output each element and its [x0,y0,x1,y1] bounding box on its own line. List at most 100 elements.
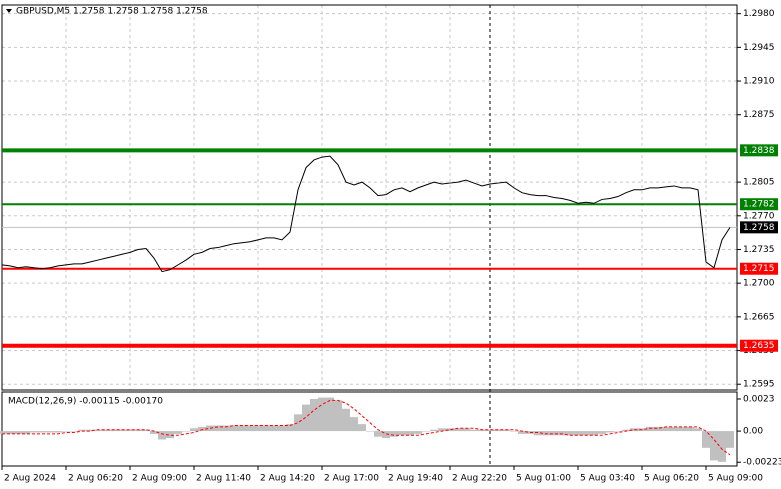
macd-bar [238,425,246,432]
x-tick-label: 5 Aug 09:00 [708,474,763,484]
last-price-box [740,221,778,234]
macd-bar [166,431,174,439]
macd-bar [662,426,670,432]
macd-bar [542,431,550,436]
macd-bar [254,425,262,432]
macd-bar [358,424,366,432]
macd-bar [278,425,286,432]
x-tick-label: 2 Aug 06:20 [68,474,123,484]
macd-bar [318,397,326,432]
level-label: 1.2782 [743,200,775,210]
macd-bar [326,397,334,432]
macd-bar [606,431,614,433]
macd-bar [54,431,62,433]
macd-bar [382,431,390,439]
macd-bar [22,431,30,434]
macd-bar [190,428,198,432]
macd-bar [14,431,22,434]
macd-bar [174,431,182,434]
macd-bar [158,431,166,440]
macd-bar [614,431,622,432]
y-tick-label: -0.00223 [743,458,781,468]
y-tick-label: 0.00 [743,427,763,437]
macd-bar [646,426,654,432]
x-tick-label: 2 Aug 14:20 [260,474,315,484]
macd-bar [574,431,582,436]
macd-bar [270,425,278,432]
last-price-label: 1.2758 [743,223,775,233]
macd-bar [446,428,454,432]
y-tick-label: 1.2805 [743,178,775,188]
macd-bar [62,431,70,432]
macd-bar [678,426,686,432]
macd-bar [406,431,414,436]
x-tick-label: 2 Aug 22:20 [452,474,507,484]
level-label-box [740,262,778,275]
macd-bar [206,425,214,432]
macd-bar [86,429,94,432]
macd-bar [142,429,150,432]
macd-bar [214,425,222,432]
macd-bar [46,431,54,433]
macd-bar [470,429,478,432]
macd-bar [558,431,566,436]
macd-bar [198,426,206,432]
macd-title: MACD(12,26,9) -0.00115 -0.00170 [8,397,163,407]
macd-bar [654,426,662,432]
price-panel [1,4,738,391]
macd-bar [118,429,126,432]
macd-bar [582,431,590,436]
macd-bar [526,431,534,434]
macd-bar [686,426,694,432]
macd-bar [630,428,638,432]
macd-bar [70,431,78,432]
macd-bar [494,429,502,432]
macd-bar [710,431,718,461]
macd-bar [590,431,598,436]
macd-bar [694,428,702,432]
macd-bar [262,425,270,432]
macd-bar [534,431,542,436]
x-tick-label: 2 Aug 19:40 [388,474,443,484]
macd-bar [342,408,350,432]
macd-bar [398,431,406,436]
macd-bar [374,431,382,437]
y-tick-label: 1.2980 [743,9,775,19]
macd-bar [38,431,46,433]
macd-bar [414,431,422,434]
macd-bar [510,431,518,432]
y-tick-label: 1.2770 [743,211,775,221]
macd-bar [150,431,158,434]
macd-bar [0,431,6,434]
x-tick-label: 5 Aug 03:40 [580,474,635,484]
macd-bar [78,429,86,432]
x-tick-label: 2 Aug 11:40 [196,474,251,484]
macd-bar [598,431,606,434]
macd-bar [566,431,574,436]
macd-bar [502,429,510,432]
macd-bar [718,431,726,462]
y-tick-label: 1.2875 [743,110,775,120]
level-label-box [740,144,778,157]
macd-bar [462,428,470,432]
level-label: 1.2715 [743,264,775,274]
macd-bar [286,424,294,432]
macd-bar [6,431,14,434]
macd-bar [726,431,734,448]
macd-bar [430,429,438,432]
level-label-box [740,339,778,352]
x-tick-label: 2 Aug 17:00 [324,474,379,484]
level-label: 1.2838 [743,146,775,156]
macd-bar [126,429,134,432]
macd-bar [438,428,446,432]
macd-bar [670,426,678,432]
macd-panel [1,391,738,467]
macd-bar [134,429,142,432]
y-tick-label: 1.2665 [743,312,775,322]
macd-bar [230,425,238,432]
y-tick-label: 1.2735 [743,245,775,255]
signal-line [2,399,731,456]
level-label-box [740,198,778,211]
macd-bar [454,428,462,432]
